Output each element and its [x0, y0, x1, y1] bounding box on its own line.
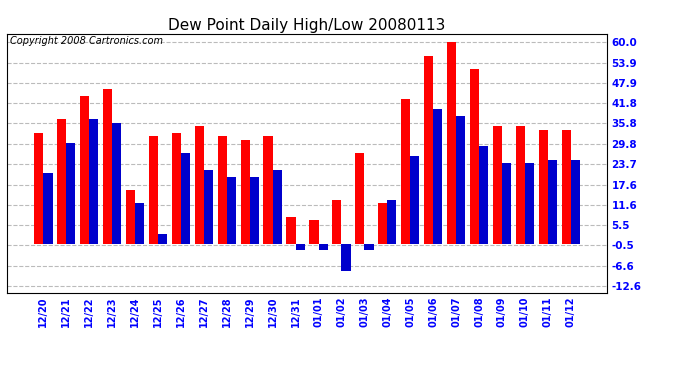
Bar: [135, 204, 144, 244]
Bar: [571, 160, 580, 244]
Bar: [34, 133, 43, 244]
Bar: [227, 177, 236, 244]
Bar: [401, 99, 411, 244]
Bar: [479, 146, 489, 244]
Text: Copyright 2008 Cartronics.com: Copyright 2008 Cartronics.com: [10, 36, 163, 46]
Bar: [548, 160, 557, 244]
Bar: [158, 234, 167, 244]
Bar: [502, 163, 511, 244]
Bar: [456, 116, 465, 244]
Bar: [264, 136, 273, 244]
Bar: [387, 200, 397, 244]
Bar: [525, 163, 534, 244]
Bar: [149, 136, 158, 244]
Bar: [342, 244, 351, 271]
Bar: [424, 56, 433, 244]
Bar: [355, 153, 364, 244]
Bar: [250, 177, 259, 244]
Bar: [217, 136, 227, 244]
Bar: [57, 120, 66, 244]
Bar: [562, 129, 571, 244]
Bar: [103, 89, 112, 244]
Bar: [80, 96, 89, 244]
Bar: [295, 244, 305, 250]
Bar: [539, 129, 548, 244]
Bar: [181, 153, 190, 244]
Bar: [172, 133, 181, 244]
Bar: [286, 217, 295, 244]
Bar: [309, 220, 319, 244]
Bar: [447, 42, 456, 244]
Bar: [195, 126, 204, 244]
Bar: [411, 156, 420, 244]
Bar: [493, 126, 502, 244]
Bar: [364, 244, 373, 250]
Bar: [319, 244, 328, 250]
Bar: [43, 173, 52, 244]
Bar: [273, 170, 282, 244]
Bar: [66, 143, 75, 244]
Bar: [241, 140, 250, 244]
Bar: [204, 170, 213, 244]
Bar: [433, 110, 442, 244]
Bar: [112, 123, 121, 244]
Title: Dew Point Daily High/Low 20080113: Dew Point Daily High/Low 20080113: [168, 18, 446, 33]
Bar: [378, 204, 387, 244]
Bar: [89, 120, 99, 244]
Bar: [333, 200, 342, 244]
Bar: [470, 69, 479, 244]
Bar: [515, 126, 525, 244]
Bar: [126, 190, 135, 244]
